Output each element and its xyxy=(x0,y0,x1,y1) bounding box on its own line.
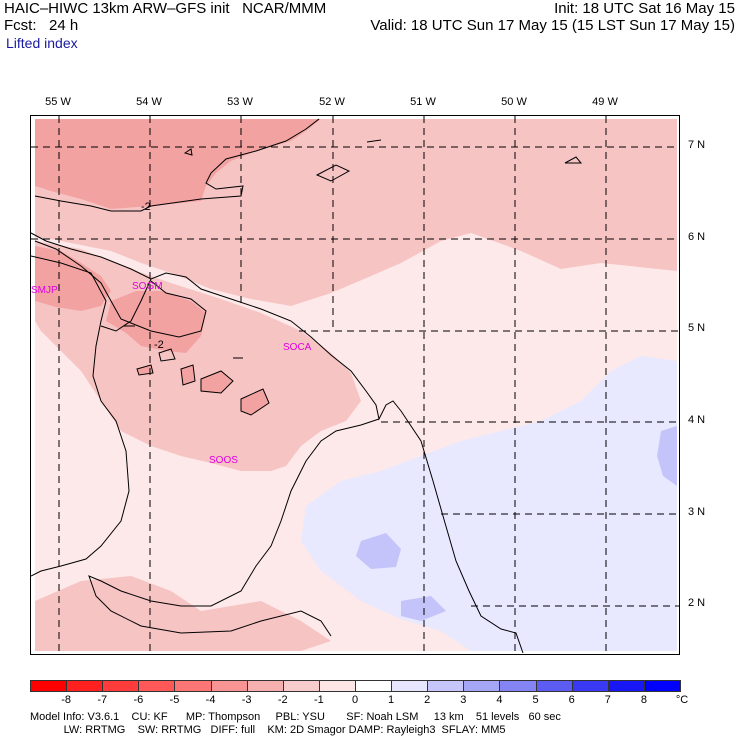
colorbar-swatch xyxy=(102,680,140,692)
colorbar-tick-label: -3 xyxy=(241,694,252,706)
li-minus3-blob1 xyxy=(201,371,233,393)
border-suriname-guyane xyxy=(100,278,152,332)
colorbar-swatch xyxy=(391,680,429,692)
colorbar-swatch xyxy=(66,680,104,692)
lat-label-4n: 4 N xyxy=(688,414,706,426)
contour-small-6 xyxy=(564,156,583,164)
colorbar-swatch xyxy=(174,680,212,692)
colorbar-swatch xyxy=(607,680,645,692)
colorbar-tick-label: 5 xyxy=(532,694,539,706)
li-plus2-region-south xyxy=(356,533,401,569)
field-name: Lifted index xyxy=(6,35,78,51)
colorbar-tick-label: 2 xyxy=(424,694,431,706)
colorbar-swatch xyxy=(138,680,176,692)
li-minus3-blob3 xyxy=(137,365,153,375)
li-minus2-sw xyxy=(35,576,331,651)
contour-small-5 xyxy=(315,164,351,182)
colorbar-tick-label: -1 xyxy=(313,694,324,706)
lifted-index-map: -2 -2 SMJP SOGM SOCA SOOS xyxy=(30,115,680,655)
lat-label-6n: 6 N xyxy=(688,231,706,243)
border-suriname-guyana xyxy=(31,255,130,577)
graticule xyxy=(31,116,679,654)
colorbar-swatch xyxy=(30,680,68,692)
colorbar-tick-label: 6 xyxy=(568,694,575,706)
colorbar-swatch xyxy=(282,680,320,692)
colorbar-tick-label: -4 xyxy=(205,694,216,706)
lon-label-50w: 50 W xyxy=(501,96,527,108)
li-plus2-region-east xyxy=(657,426,677,486)
lon-label-55w: 55 W xyxy=(45,96,71,108)
lat-label-5n: 5 N xyxy=(688,322,706,334)
colorbar-swatch xyxy=(571,680,609,692)
li-minus3-west xyxy=(35,246,111,311)
lat-label-2n: 2 N xyxy=(688,597,706,609)
coastline-borders xyxy=(31,118,583,654)
contour-minus2-north xyxy=(34,118,320,212)
lon-label-49w: 49 W xyxy=(592,96,618,108)
colorbar-tick-label: 8 xyxy=(640,694,647,706)
colorbar-swatch xyxy=(355,680,393,692)
li-minus3-center xyxy=(106,291,206,353)
contour-small-8 xyxy=(158,348,176,362)
coastline xyxy=(31,232,524,654)
colorbar-unit: °C xyxy=(675,694,689,706)
colorbar-swatch xyxy=(318,680,356,692)
colorbar-tick-label: 4 xyxy=(496,694,503,706)
model-info-line1: Model Info: V3.6.1 CU: KF MP: Thompson P… xyxy=(30,711,561,723)
station-soos: SOOS xyxy=(209,455,238,466)
contour-small-2 xyxy=(240,388,270,416)
chart-title: HAIC–HIWC 13km ARW–GFS init NCAR/MMM xyxy=(4,0,327,17)
station-soca: SOCA xyxy=(283,342,312,353)
contour-label-north: -2 xyxy=(141,201,151,213)
init-time: Init: 18 UTC Sat 16 May 15 xyxy=(554,0,735,17)
colorbar-tick-label: -7 xyxy=(97,694,108,706)
colorbar-tick-label: 0 xyxy=(351,694,359,706)
colorbar-swatch xyxy=(535,680,573,692)
forecast-hour: Fcst: 24 h xyxy=(4,17,79,34)
li-minus2-inland xyxy=(35,241,361,471)
contour-small-3 xyxy=(136,364,154,376)
contour-label-inland: -2 xyxy=(154,339,164,351)
lon-label-54w: 54 W xyxy=(136,96,162,108)
valid-time: Valid: 18 UTC Sun 17 May 15 (15 LST Sun … xyxy=(370,17,735,34)
colorbar-tick-label: 1 xyxy=(388,694,395,706)
colorbar-tick-label: 3 xyxy=(460,694,467,706)
li-plus1-region xyxy=(301,356,677,651)
lon-label-53w: 53 W xyxy=(227,96,253,108)
colorbar-swatch xyxy=(246,680,284,692)
model-info-line2: LW: RRTMG SW: RRTMG DIFF: full KM: 2D Sm… xyxy=(30,724,506,736)
contour-small-9 xyxy=(366,139,382,143)
colorbar-swatch xyxy=(499,680,537,692)
li-minus3-blob2 xyxy=(241,389,269,415)
colorbar-tick-label: 7 xyxy=(604,694,611,706)
contour-small-7 xyxy=(183,148,193,156)
map-canvas: -2 -2 SMJP SOGM SOCA SOOS xyxy=(31,116,679,654)
colorbar-tick-label: -5 xyxy=(169,694,180,706)
colorbar-tick-label: -6 xyxy=(133,694,144,706)
colorbar-swatch xyxy=(210,680,248,692)
contour-small-1 xyxy=(200,370,234,394)
li-minus3-nw xyxy=(35,119,321,209)
border-guyane-brazil xyxy=(88,418,380,637)
station-sogm: SOGM xyxy=(132,281,163,292)
colorbar-tick-label: -2 xyxy=(277,694,288,706)
colorbar-tick-label: -8 xyxy=(61,694,71,706)
station-smjp: SMJP xyxy=(31,285,58,296)
contour-small-4 xyxy=(180,364,196,386)
lon-label-52w: 52 W xyxy=(319,96,345,108)
contour-minus2-inland xyxy=(34,240,207,338)
colorbar-swatch xyxy=(427,680,465,692)
lat-label-3n: 3 N xyxy=(688,506,706,518)
lon-label-51w: 51 W xyxy=(410,96,436,108)
li-minus3-blob4 xyxy=(181,365,195,385)
lat-label-7n: 7 N xyxy=(688,139,706,151)
colorbar-swatch xyxy=(643,680,681,692)
colorbar-swatch xyxy=(463,680,501,692)
